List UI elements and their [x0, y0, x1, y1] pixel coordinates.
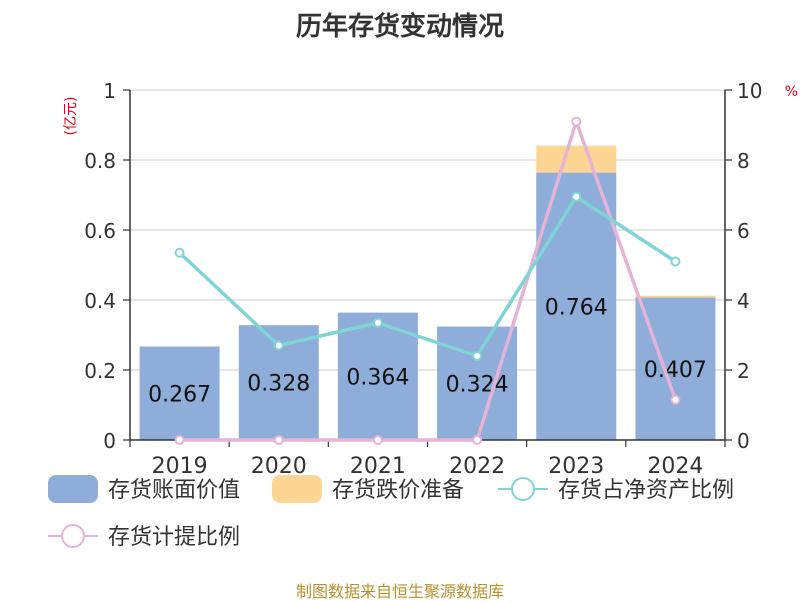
- point-net-asset-ratio: [273, 340, 284, 351]
- point-net-asset-ratio: [372, 317, 383, 328]
- bar-value-label: 0.324: [446, 372, 509, 397]
- legend-marker-net-asset-ratio: [511, 477, 535, 501]
- left-tick-label: 1: [103, 79, 116, 103]
- point-provision-ratio: [571, 116, 582, 127]
- bar-book-value: [139, 346, 220, 440]
- bar-value-label: 0.328: [247, 372, 310, 397]
- right-tick-label: 0: [737, 429, 750, 453]
- line-provision-ratio: [179, 119, 678, 442]
- x-tick-label: 2021: [350, 454, 406, 479]
- chart-title: 历年存货变动情况: [295, 12, 504, 42]
- bar-book-value: [337, 312, 418, 440]
- point-net-asset-ratio: [174, 247, 185, 258]
- legend-marker-provision-ratio: [61, 524, 85, 548]
- x-tick-label: 2020: [251, 454, 307, 479]
- line-net-asset-ratio: [178, 195, 677, 358]
- x-tick-label: 2023: [548, 454, 604, 479]
- left-tick-label: 0.4: [84, 289, 116, 313]
- bar-value-label: 0.764: [545, 295, 608, 320]
- right-tick-label: 8: [737, 149, 750, 173]
- right-tick-label: 2: [737, 359, 750, 383]
- point-provision-ratio: [174, 435, 185, 445]
- bar-value-label: 0.364: [346, 365, 409, 390]
- right-tick-label: 4: [737, 289, 750, 313]
- point-provision-ratio: [273, 435, 284, 445]
- left-tick-label: 0.8: [84, 149, 116, 173]
- legend-label-book-value: 存货账面价值: [108, 478, 240, 503]
- bar-impairment: [635, 295, 716, 298]
- point-provision-ratio: [372, 435, 383, 445]
- legend-label-provision-ratio: 存货计提比例: [108, 525, 240, 550]
- bar-value-label: 0.267: [148, 382, 211, 407]
- point-net-asset-ratio: [670, 256, 681, 267]
- legend-label-impairment: 存货跌价准备: [332, 478, 464, 503]
- legend-swatch-book-value: [48, 475, 98, 503]
- point-provision-ratio: [472, 435, 483, 445]
- left-tick-label: 0: [103, 429, 116, 453]
- data-source-note: 制图数据来自恒生聚源数据库: [295, 582, 504, 601]
- x-tick-label: 2022: [449, 454, 505, 479]
- left-axis-unit: (亿元): [63, 97, 79, 136]
- bar-value-label: 0.407: [644, 358, 707, 383]
- left-tick-label: 0.6: [84, 219, 116, 243]
- point-net-asset-ratio: [571, 191, 582, 202]
- right-tick-label: 6: [737, 219, 750, 243]
- point-net-asset-ratio: [472, 351, 483, 361]
- right-tick-label: 10: [737, 79, 762, 103]
- x-tick-label: 2024: [647, 454, 703, 479]
- legend-swatch-impairment: [272, 475, 322, 503]
- left-tick-label: 0.2: [84, 359, 116, 383]
- bar-impairment: [536, 145, 617, 173]
- bar-book-value: [536, 172, 617, 440]
- point-provision-ratio: [670, 394, 681, 405]
- x-tick-label: 2019: [152, 454, 208, 479]
- right-axis-unit: %: [785, 84, 798, 100]
- legend-label-net-asset-ratio: 存货占净资产比例: [558, 478, 734, 503]
